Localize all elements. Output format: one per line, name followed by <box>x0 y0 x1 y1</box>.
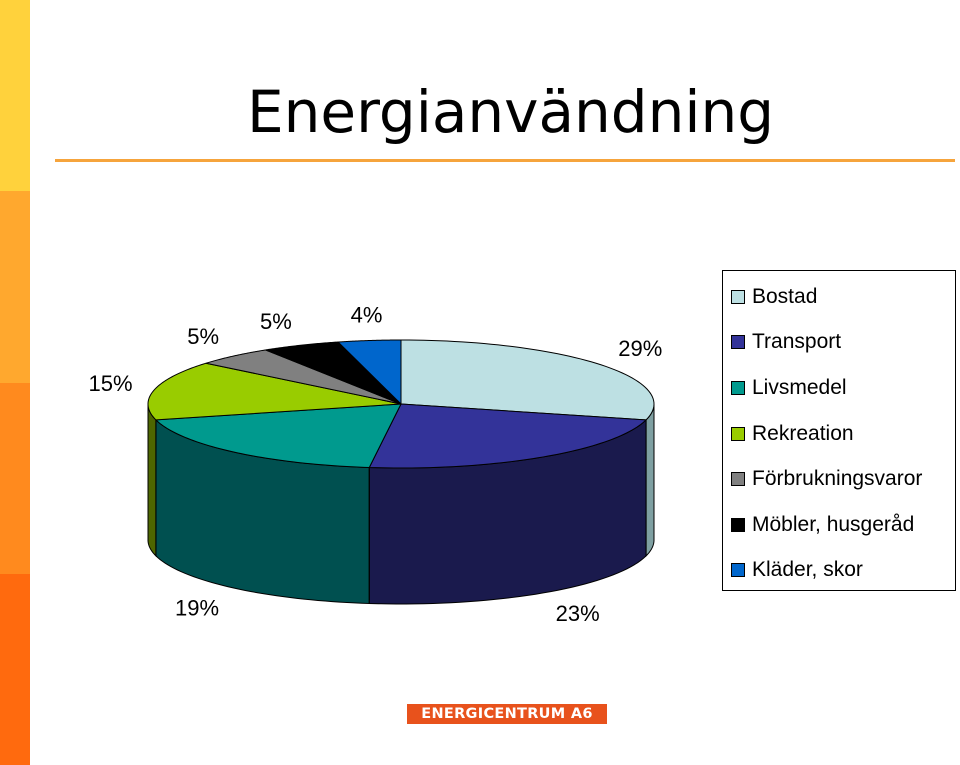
side-accent-bar <box>0 0 30 765</box>
legend-label: Kläder, skor <box>752 558 863 581</box>
legend-label: Möbler, husgeråd <box>752 513 915 536</box>
pie-slice-förbrukningsvaror <box>205 349 402 405</box>
legend-label: Bostad <box>752 285 818 308</box>
legend-swatch <box>731 518 745 532</box>
legend-item: Förbrukningsvaror <box>731 465 922 493</box>
legend-swatch <box>731 427 745 441</box>
legend-item: Rekreation <box>731 420 854 448</box>
chart-legend: Bostad Transport Livsmedel Rekreation Förbru… <box>722 270 956 591</box>
pie-slice-transport <box>368 403 647 469</box>
pie-slice-möbler-husgeråd <box>264 341 402 405</box>
legend-label: Rekreation <box>752 422 854 445</box>
legend-item: Möbler, husgeråd <box>731 511 914 539</box>
pie-slice-rekreation <box>147 362 402 421</box>
pie-slice-kläder-skor <box>337 339 402 405</box>
side-bar-segment <box>0 573 30 765</box>
side-bar-segment <box>0 0 30 192</box>
pie-value-label: 23% <box>556 601 600 626</box>
legend-item: Livsmedel <box>731 374 847 402</box>
pie-value-label: 19% <box>175 596 219 621</box>
title-underline <box>55 159 955 162</box>
side-bar-segment <box>0 191 30 383</box>
legend-swatch <box>731 472 745 486</box>
legend-label: Livsmedel <box>752 376 847 399</box>
legend-swatch <box>731 335 745 349</box>
legend-swatch <box>731 290 745 304</box>
side-bar-segment <box>0 382 30 574</box>
legend-label: Transport <box>752 330 842 353</box>
pie-value-label: 5% <box>260 309 292 334</box>
legend-label: Förbrukningsvaror <box>752 467 923 490</box>
pie-value-label: 15% <box>89 371 133 396</box>
legend-swatch <box>731 563 745 577</box>
slide-title: Energianvändning <box>247 78 775 146</box>
legend-item: Transport <box>731 328 841 356</box>
pie-value-label: 5% <box>187 324 219 349</box>
pie-value-label: 4% <box>351 303 383 328</box>
pie-value-label: 29% <box>618 336 662 361</box>
pie-side-wall <box>645 404 655 558</box>
legend-item: Bostad <box>731 283 817 311</box>
legend-swatch <box>731 381 745 395</box>
pie-side-wall <box>147 404 157 558</box>
legend-item: Kläder, skor <box>731 556 863 584</box>
energicentrum-logo: ENERGICENTRUM A6 <box>407 704 607 724</box>
pie-slice-bostad <box>400 339 655 421</box>
pie-slice-livsmedel <box>155 403 402 468</box>
